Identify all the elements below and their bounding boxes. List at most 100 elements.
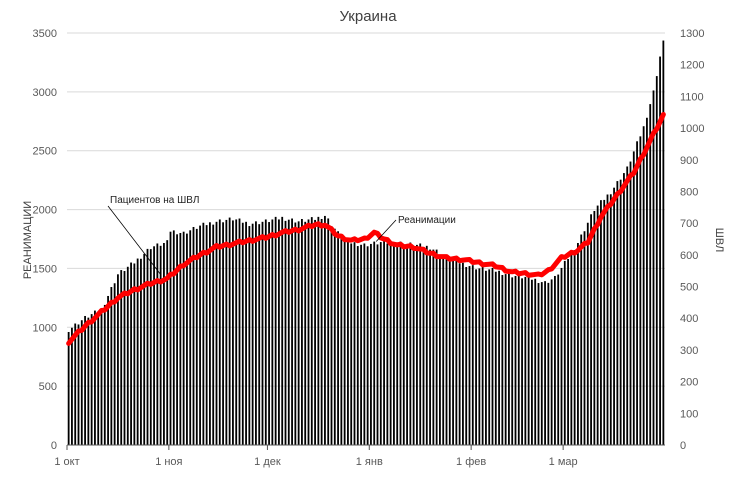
- bar: [416, 244, 418, 445]
- bar: [304, 221, 307, 445]
- bar: [511, 277, 514, 445]
- bar: [100, 308, 103, 445]
- bar: [425, 245, 428, 445]
- chart-title: Украина: [339, 8, 397, 25]
- x-tick-label: 1 окт: [54, 456, 79, 468]
- left-y-tick-label: 500: [39, 381, 57, 393]
- bar: [268, 222, 270, 445]
- bar: [84, 315, 86, 445]
- bar: [389, 241, 392, 445]
- bar: [619, 179, 622, 445]
- bar: [120, 270, 123, 445]
- bar: [596, 205, 599, 445]
- x-tick-label: 1 янв: [356, 456, 383, 468]
- bar: [366, 246, 369, 445]
- left-axis-title: РЕАНИМАЦИИ: [22, 201, 34, 279]
- bar: [340, 236, 343, 445]
- bar: [356, 246, 359, 445]
- bar: [218, 219, 221, 445]
- x-tick-label: 1 фев: [456, 456, 486, 468]
- bar: [452, 259, 454, 445]
- bar: [140, 258, 142, 445]
- right-y-tick-label: 800: [680, 186, 698, 198]
- bar: [504, 274, 507, 445]
- bar: [235, 219, 238, 445]
- left-y-tick-label: 0: [51, 440, 57, 452]
- bar: [189, 230, 192, 445]
- right-y-tick-label: 1300: [680, 28, 704, 40]
- bar: [117, 274, 119, 445]
- bar: [655, 76, 658, 445]
- bar: [284, 220, 287, 445]
- bar: [402, 245, 405, 445]
- bar: [386, 243, 389, 445]
- right-y-tick-label: 1100: [680, 91, 704, 103]
- bar: [563, 260, 566, 445]
- bar: [212, 224, 215, 445]
- bar: [580, 234, 583, 445]
- bar: [113, 283, 116, 445]
- bar: [343, 237, 346, 445]
- bar: [186, 233, 188, 445]
- bar: [629, 161, 632, 445]
- bar: [544, 281, 546, 445]
- annotation-leader: [107, 205, 161, 275]
- bar: [540, 282, 543, 445]
- bar: [583, 231, 586, 445]
- bar: [370, 243, 372, 445]
- bar: [307, 219, 310, 445]
- right-y-tick-label: 600: [680, 250, 698, 262]
- bar: [609, 194, 612, 445]
- annotation-reanimation: Реанимации: [398, 215, 456, 226]
- bar: [419, 243, 422, 445]
- bar: [271, 219, 274, 445]
- bar: [363, 243, 366, 445]
- bar: [606, 194, 609, 445]
- bar: [264, 219, 267, 445]
- bar: [179, 232, 182, 445]
- bar: [287, 219, 290, 445]
- bar: [261, 221, 264, 445]
- bar: [422, 247, 425, 445]
- bar: [251, 223, 254, 445]
- right-y-tick-label: 200: [680, 377, 698, 389]
- left-y-tick-label: 1500: [33, 263, 57, 275]
- bar: [360, 244, 362, 445]
- bar: [481, 267, 484, 445]
- bar: [87, 317, 90, 445]
- bar: [320, 218, 323, 445]
- bar: [488, 269, 491, 445]
- bar: [626, 166, 629, 445]
- bar: [310, 217, 313, 445]
- line-series-ventilation: [66, 111, 666, 346]
- bar-series-reanimation: [67, 40, 665, 446]
- bar: [642, 126, 645, 446]
- bar: [225, 219, 228, 445]
- x-tick-label: 1 ноя: [155, 456, 182, 468]
- bar: [248, 226, 251, 445]
- bar: [205, 225, 208, 445]
- right-y-axis-ticks: 0 100 200 300 400 500 600 700 800 900 1000 1100 1200…: [680, 28, 704, 452]
- bar: [409, 242, 412, 445]
- bar: [639, 136, 642, 445]
- bar: [294, 222, 297, 445]
- bar: [517, 274, 520, 445]
- bar: [439, 254, 441, 445]
- bar: [396, 243, 399, 445]
- bar: [432, 249, 435, 445]
- bar: [646, 117, 648, 446]
- right-y-tick-label: 0: [680, 440, 686, 452]
- bar: [123, 271, 126, 445]
- bar: [383, 240, 385, 445]
- bar: [126, 266, 129, 445]
- bar: [613, 187, 615, 445]
- bar: [586, 222, 589, 445]
- bar: [232, 220, 234, 445]
- bar: [465, 267, 468, 445]
- bar: [554, 275, 556, 445]
- right-y-tick-label: 500: [680, 282, 698, 294]
- bar: [228, 217, 231, 445]
- bar: [241, 222, 244, 445]
- bar: [445, 254, 448, 445]
- bar: [209, 222, 211, 445]
